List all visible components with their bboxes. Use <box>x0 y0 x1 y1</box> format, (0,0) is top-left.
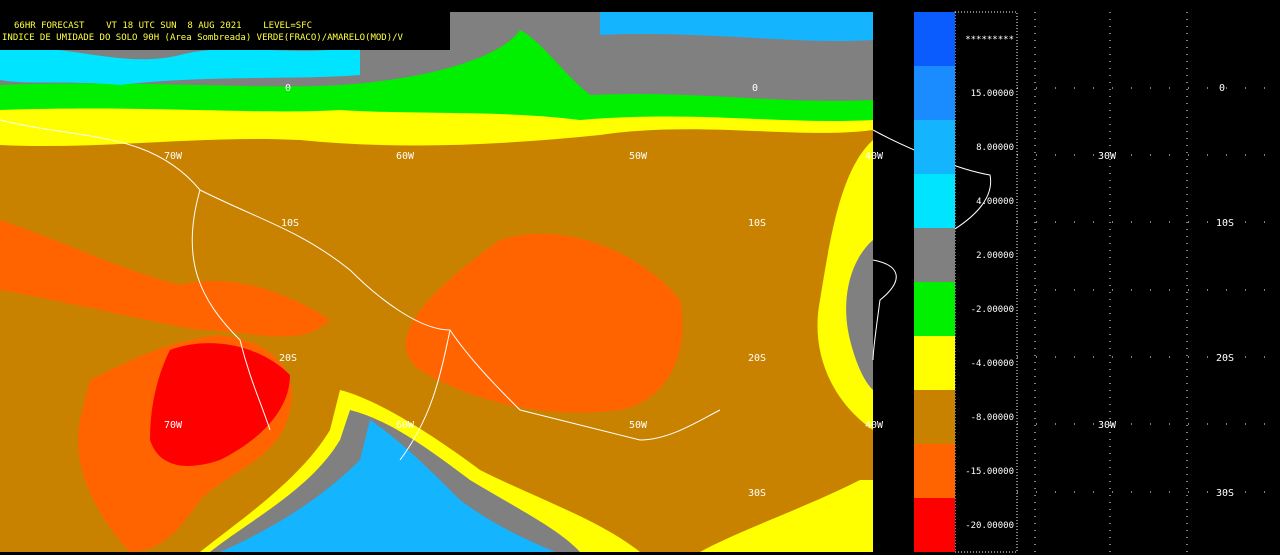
country-border <box>0 119 721 461</box>
legend-swatch <box>914 228 955 282</box>
grid-label: 70W <box>164 151 183 162</box>
grid-label: 30S <box>748 488 766 499</box>
legend-label: -20.00000 <box>965 521 1014 531</box>
field-blue-south <box>220 420 555 552</box>
legend-swatch <box>914 120 955 174</box>
legend-label: -8.00000 <box>971 413 1014 423</box>
legend-label: -15.00000 <box>965 467 1014 477</box>
legend-swatch <box>914 174 955 228</box>
map-field <box>0 12 873 552</box>
legend-swatch <box>914 66 955 120</box>
legend-label: -4.00000 <box>971 359 1014 369</box>
borders <box>0 119 992 461</box>
grid-label: 20S <box>279 353 297 364</box>
grid-label: 10S <box>281 218 299 229</box>
field-orange <box>405 233 683 413</box>
grid-label: 40W <box>865 420 884 431</box>
grid-label: 0 <box>1219 83 1225 94</box>
legend-swatch <box>914 282 955 336</box>
field-blue <box>600 12 873 42</box>
field-cyan <box>0 45 360 85</box>
grid-label: 60W <box>396 420 415 431</box>
legend-label: 4.00000 <box>976 197 1014 207</box>
legend-label: 15.00000 <box>971 89 1014 99</box>
grid-label: 40W <box>865 151 884 162</box>
coastline <box>872 129 992 361</box>
legend-swatch <box>914 444 955 498</box>
grid-label: 20S <box>748 353 766 364</box>
grid-label: 70W <box>164 420 183 431</box>
field-orange-west <box>0 220 330 337</box>
legend-swatch <box>914 390 955 444</box>
grid-label: 20S <box>1216 353 1234 364</box>
legend-swatch <box>914 12 955 66</box>
field-red <box>150 343 290 466</box>
legend-label: -2.00000 <box>971 305 1014 315</box>
header-line: INDICE DE UMIDADE DO SOLO 90H (Area Somb… <box>2 33 404 43</box>
grid-label: 10S <box>748 218 766 229</box>
header-box <box>0 0 450 50</box>
grid-label: 50W <box>629 420 648 431</box>
grid-label: 50W <box>629 151 648 162</box>
legend-label: ********* <box>965 35 1014 45</box>
grid-label: 10S <box>1216 218 1234 229</box>
legend-swatch <box>914 498 955 552</box>
field-gray-east <box>846 240 873 390</box>
legend-label: 8.00000 <box>976 143 1014 153</box>
grid-label: 30W <box>1098 420 1117 431</box>
grid-label: 30W <box>1098 151 1117 162</box>
field-yellow-se <box>700 480 873 552</box>
legend-swatch <box>914 336 955 390</box>
grid-label: 30S <box>1216 488 1234 499</box>
header-line: 66HR FORECAST VT 18 UTC SUN 8 AUG 2021 L… <box>14 21 312 31</box>
grid-label: 0 <box>752 83 758 94</box>
grid-label: 60W <box>396 151 415 162</box>
legend-label: 2.00000 <box>976 251 1014 261</box>
grid-label: 0 <box>285 83 291 94</box>
